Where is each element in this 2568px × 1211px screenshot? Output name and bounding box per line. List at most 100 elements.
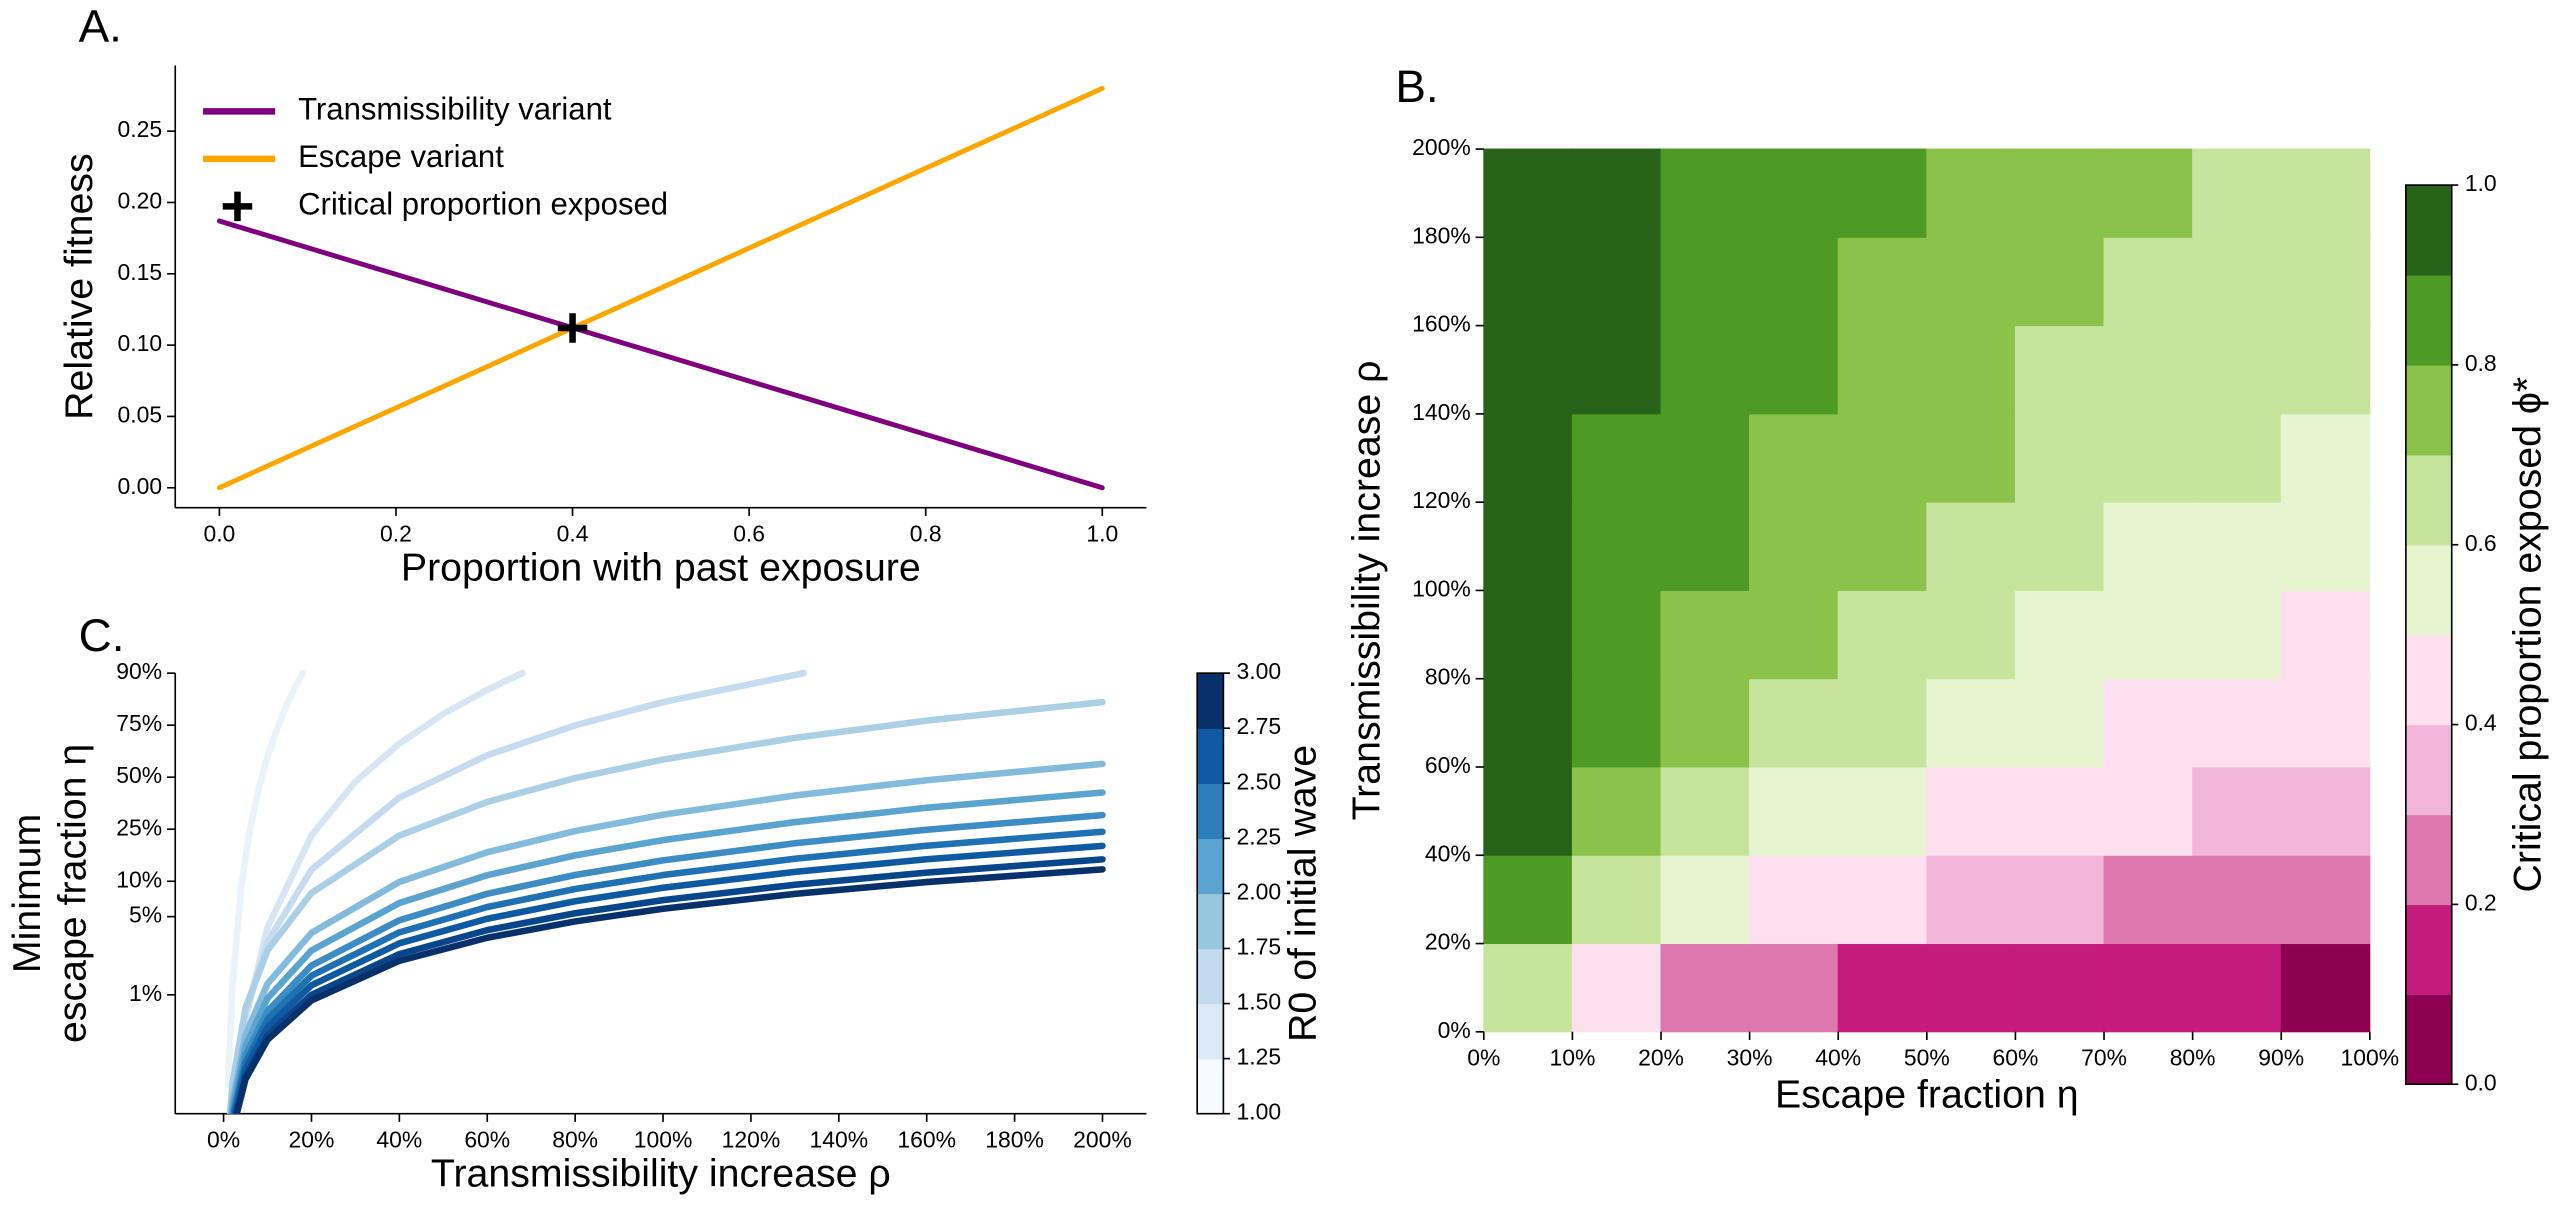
colorbar-bin <box>2405 814 2452 906</box>
colorbar-tick-label: 0.8 <box>2465 350 2497 376</box>
heatmap-cell <box>1660 678 1751 768</box>
colorbar-tick-label: 2.50 <box>1237 768 1282 794</box>
heatmap-cell <box>2280 943 2371 1033</box>
series-line <box>216 85 1105 491</box>
heatmap-cell <box>2014 413 2105 503</box>
heatmap-cell <box>2280 325 2371 415</box>
heatmap-cell <box>2103 589 2194 680</box>
y-tick-label: 0.10 <box>118 330 163 356</box>
x-tick-label: 0.6 <box>733 521 765 547</box>
x-tick-label: 20% <box>1638 1045 1684 1071</box>
heatmap-cell <box>1483 236 1573 327</box>
heatmap-cell <box>1571 236 1662 327</box>
x-tick-label: 10% <box>1549 1045 1595 1071</box>
heatmap-cell <box>1660 413 1751 503</box>
heatmap-cell <box>1926 766 2016 856</box>
colorbar-bin <box>2405 634 2452 726</box>
heatmap-cell <box>1483 148 1573 238</box>
heatmap-cell <box>1571 854 1662 945</box>
y-tick-label: 0.00 <box>118 473 163 499</box>
y-tick-label: 40% <box>1425 840 1471 866</box>
colorbar-bin <box>1197 783 1224 840</box>
x-tick-label: 80% <box>552 1127 598 1153</box>
x-tick-label: 0% <box>207 1127 240 1153</box>
y-tick-label: 25% <box>116 814 162 840</box>
colorbar-tick-label: 0.2 <box>2465 889 2497 915</box>
heatmap-cell <box>1926 943 2016 1033</box>
colorbar-bin <box>1197 728 1224 784</box>
heatmap-cell <box>1926 148 2016 238</box>
heatmap-cell <box>1571 325 1662 415</box>
x-tick-label: 120% <box>722 1127 781 1153</box>
heatmap-cell <box>2192 589 2282 680</box>
y-tick-label: 5% <box>129 902 162 928</box>
x-tick-label: 180% <box>985 1127 1044 1153</box>
heatmap-cell <box>1749 678 1839 768</box>
series-line <box>224 669 306 1089</box>
heatmap-cell <box>1483 325 1573 415</box>
heatmap-cell <box>1571 678 1662 768</box>
colorbar-bin <box>1197 948 1224 1005</box>
heatmap-cell <box>1571 413 1662 503</box>
y-tick-label: 100% <box>1412 575 1471 601</box>
panel-label: C. <box>79 609 125 661</box>
colorbar-bin <box>1197 1058 1224 1115</box>
heatmap-cell <box>1837 854 1928 945</box>
heatmap-cell <box>1660 325 1751 415</box>
heatmap-cell <box>2014 325 2105 415</box>
heatmap-cell <box>1749 589 1839 680</box>
heatmap-cell <box>2103 148 2194 238</box>
y-tick-label: 120% <box>1412 487 1471 513</box>
y-axis-label: Relative fitness <box>57 153 101 419</box>
y-tick-label: 0.05 <box>118 401 163 427</box>
y-tick-label: 80% <box>1425 664 1471 690</box>
heatmap-cell <box>1926 236 2016 327</box>
y-tick-label: 10% <box>116 866 162 892</box>
series-line <box>226 698 1106 1114</box>
heatmap-cell <box>2103 854 2194 945</box>
y-axis-label: Transmissibility increase ρ <box>1345 361 1389 821</box>
heatmap-cell <box>2192 236 2282 327</box>
x-tick-label: 20% <box>289 1127 335 1153</box>
y-tick-label: 0.15 <box>118 259 163 285</box>
x-tick-label: 100% <box>634 1127 693 1153</box>
heatmap-cell <box>2103 678 2194 768</box>
colorbar-bin <box>2405 454 2452 546</box>
heatmap-cell <box>2014 501 2105 591</box>
colorbar-label: R0 of initial wave <box>1281 745 1325 1042</box>
x-tick-label: 70% <box>2081 1045 2127 1071</box>
heatmap-cell <box>1926 325 2016 415</box>
heatmap-cell <box>1749 325 1839 415</box>
colorbar-tick-label: 1.25 <box>1237 1044 1282 1070</box>
heatmap-cell <box>1749 148 1839 238</box>
heatmap-cell <box>1660 854 1751 945</box>
heatmap-cell <box>1660 766 1751 856</box>
heatmap-cell <box>1926 678 2016 768</box>
heatmap-cell <box>1749 501 1839 591</box>
heatmap-cell <box>1749 943 1839 1033</box>
y-tick-label: 0% <box>1438 1017 1471 1043</box>
heatmap-cell <box>2014 943 2105 1033</box>
colorbar-tick-label: 1.75 <box>1237 934 1282 960</box>
heatmap-cell <box>2192 943 2282 1033</box>
x-axis-label: Escape fraction η <box>1775 1073 2079 1117</box>
heatmap-cell <box>2014 766 2105 856</box>
heatmap-cell <box>1749 766 1839 856</box>
heatmap-cell <box>1837 589 1928 680</box>
y-tick-label: 180% <box>1412 222 1471 248</box>
x-tick-label: 0% <box>1467 1045 1500 1071</box>
heatmap-cell <box>1837 678 1928 768</box>
colorbar-bin <box>2405 724 2452 816</box>
heatmap-cell <box>2192 413 2282 503</box>
colorbar-tick-label: 2.75 <box>1237 713 1282 739</box>
y-tick-label: 140% <box>1412 399 1471 425</box>
heatmap-cell <box>1749 854 1839 945</box>
colorbar-bin <box>2405 994 2452 1085</box>
heatmap-cell <box>2280 854 2371 945</box>
heatmap-cell <box>1837 501 1928 591</box>
x-tick-label: 1.0 <box>1086 521 1118 547</box>
heatmap-cell <box>1926 854 2016 945</box>
heatmap-cell <box>1660 589 1751 680</box>
heatmap-cell <box>2192 325 2282 415</box>
x-tick-label: 200% <box>1073 1127 1132 1153</box>
